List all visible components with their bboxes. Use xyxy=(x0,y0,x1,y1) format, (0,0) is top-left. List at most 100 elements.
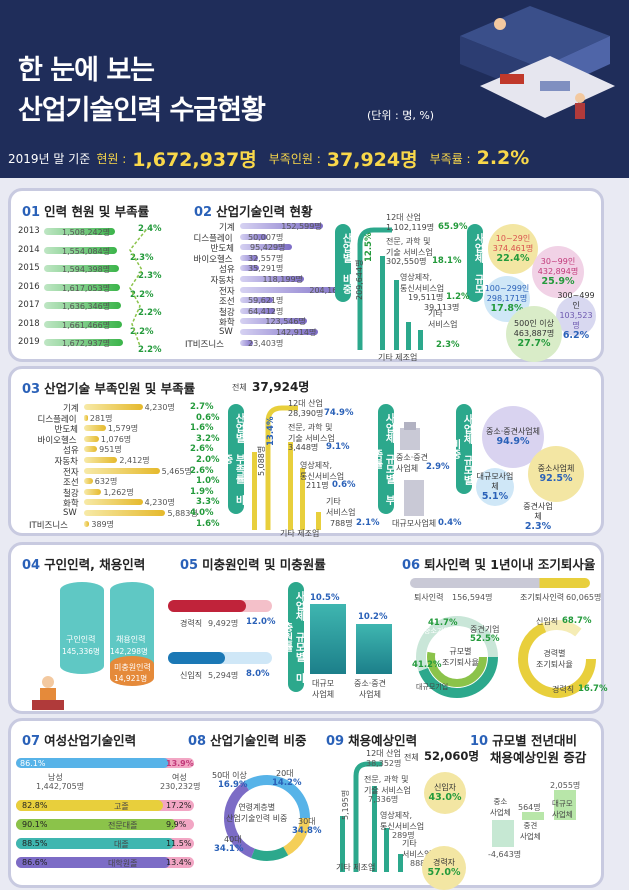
s02-bar xyxy=(240,265,260,272)
s01-value: 1,617,053명 xyxy=(62,283,111,293)
s07-male-value: 1,442,705명 xyxy=(36,782,85,791)
s03-category: 화학 xyxy=(63,499,79,510)
s09-total-value: 52,060명 xyxy=(424,749,479,763)
s03-share-2-label: 전문, 과학 및 기술 서비스업 xyxy=(288,423,335,443)
s09-item-1-value: 38,352명 xyxy=(366,759,402,768)
s05-size-2-pct: 10.2% xyxy=(358,612,388,622)
s02-category: 화학 xyxy=(219,318,235,329)
s03-circle-large: 대규모사업체 5.1% xyxy=(476,468,514,506)
s02-share-1-label: 12대 산업 xyxy=(386,213,421,222)
s03-rate: 1.9% xyxy=(190,486,214,497)
s02-category: SW xyxy=(219,327,233,337)
s05-row-pct: 8.0% xyxy=(246,669,270,679)
s02-category: 기계 xyxy=(219,223,235,233)
s07-row-label: 고졸 xyxy=(114,802,129,811)
s09-item-4-label: 기타 서비스업 xyxy=(402,839,432,859)
s02-value: 123,546명 xyxy=(265,317,306,327)
s03-rate: 3.2% xyxy=(196,433,220,444)
s06-d2-b: 경력직 xyxy=(552,685,575,694)
s01-rate: 2.2% xyxy=(138,345,162,355)
s03-value: 4,230명 xyxy=(144,403,175,412)
s02-value: 50,007명 xyxy=(248,232,284,242)
s01-bar xyxy=(44,283,121,291)
s07-row-f: 9.9% xyxy=(166,820,187,829)
s09-item-3-value: 289명 xyxy=(392,831,415,840)
s05-row-fill xyxy=(168,652,226,664)
cylinder-unfilled xyxy=(110,656,154,686)
s03-rate: 2.6% xyxy=(190,444,214,455)
s05-size-2-label: 중소·중견 사업체 xyxy=(354,679,386,699)
s07-row-label: 대졸 xyxy=(114,840,129,849)
s03-rate-size-1-label: 중소·중견 사업체 xyxy=(396,453,428,473)
s03-value: 5,883명 xyxy=(167,509,198,518)
worker-illustration xyxy=(32,676,64,710)
s01-value: 1,672,937명 xyxy=(62,339,111,348)
s03-share-4-value: 788명 xyxy=(330,519,353,528)
s03-share-4-pct: 2.1% xyxy=(356,518,380,528)
s03-total-label: 전체 xyxy=(232,383,247,392)
s01-rate: 2.4% xyxy=(138,224,162,234)
s02-value: 204,163명 xyxy=(309,285,350,295)
s02-value: 59,621명 xyxy=(248,296,284,306)
cylinder-job-openings xyxy=(60,582,104,674)
s06-right-label: 조기퇴사인력 xyxy=(520,593,565,602)
office-illustration xyxy=(460,6,615,119)
s03-category: SW xyxy=(63,508,77,518)
s03-rate: 0.6% xyxy=(196,412,220,423)
s10-value: 2,055명 xyxy=(550,781,581,790)
s03-rate-size-1-pct: 2.9% xyxy=(426,462,450,472)
s07-male-label: 남성 xyxy=(48,773,63,782)
s06-size-donut xyxy=(416,616,498,698)
s03-bar xyxy=(84,488,102,495)
s01-value: 1,508,242명 xyxy=(62,228,111,237)
s07-row-m: 88.5% xyxy=(22,839,48,848)
s03-category: 기계 xyxy=(63,404,79,414)
s04-c1-label: 구인인력 xyxy=(66,635,96,644)
s03-category: IT비즈니스 xyxy=(29,520,68,531)
s10-bar xyxy=(522,811,544,820)
s09-item-5-value: 5,195명 xyxy=(341,789,350,820)
s02-share-2-pct: 18.1% xyxy=(432,256,462,266)
s02-value: 152,599명 xyxy=(281,222,322,231)
s02-size-30-99: 30~99인 432,894명 25.9% xyxy=(532,246,584,298)
s03-share-5-label: 기타 제조업 xyxy=(280,529,320,538)
section-01-title: 01 인력 현원 및 부족률 xyxy=(22,204,150,220)
s02-share-3-value: 19,511명 xyxy=(408,293,444,302)
s10-bar xyxy=(492,820,514,848)
s02-share-4-pct: 2.3% xyxy=(436,340,460,350)
s01-value: 1,661,466명 xyxy=(62,320,111,330)
s07-row-fill xyxy=(16,800,164,811)
s08-a: 50대 이상 xyxy=(212,771,247,780)
s03-value: 389명 xyxy=(91,519,115,529)
s03-share-5-pct: 13.4% xyxy=(266,416,276,447)
s02-side-industry: 산업별 비중 xyxy=(335,224,351,302)
section-10-title-2: 채용예상인원 증감 xyxy=(490,750,587,765)
s08-b-pct: 14.2% xyxy=(272,778,302,788)
s02-category: 철강 xyxy=(219,307,235,318)
s02-category: 반도체 xyxy=(210,244,234,255)
s01-year: 2018 xyxy=(18,318,40,329)
s06-d1-center: 규모별 조기퇴사율 xyxy=(442,647,479,667)
s03-share-1-pct: 74.9% xyxy=(324,408,354,418)
s03-value: 1,076명 xyxy=(100,434,132,444)
s07-row-m: 82.8% xyxy=(22,801,48,810)
s03-bar xyxy=(84,467,160,474)
s03-value: 5,465명 xyxy=(161,466,192,476)
s01-year: 2013 xyxy=(18,226,40,236)
s02-bar xyxy=(240,297,273,304)
s05-side: 사업체 규모별 미충원률 xyxy=(281,582,304,692)
s01-bar xyxy=(44,246,118,254)
s02-share-4-label: 기타 서비스업 xyxy=(428,309,458,329)
s08-d-pct: 34.1% xyxy=(214,844,244,854)
s04-c2-value: 142,298명 xyxy=(110,647,148,656)
rate-value: 2.2% xyxy=(476,147,530,169)
s02-bar xyxy=(240,329,318,335)
s09-item-4-value: 888명 xyxy=(410,858,433,869)
s03-bar xyxy=(84,499,143,506)
s02-category: 섬유 xyxy=(219,265,235,276)
s06-d1-a: 중소기업 xyxy=(424,627,450,635)
s07-female-value: 230,232명 xyxy=(160,782,201,791)
s07-row-label: 전문대졸 xyxy=(108,821,138,830)
s07-row-label: 대학원졸 xyxy=(108,859,138,868)
s01-year: 2017 xyxy=(18,300,40,310)
